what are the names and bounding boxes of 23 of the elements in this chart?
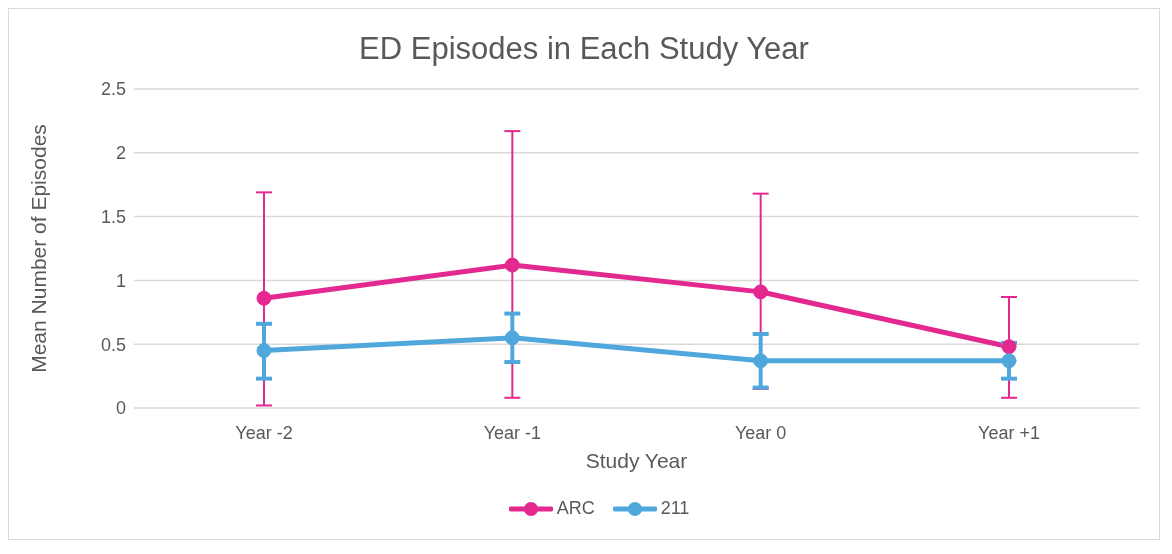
point xyxy=(504,257,520,273)
point xyxy=(1001,353,1017,369)
x-tick-label: Year -1 xyxy=(483,422,542,443)
x-axis-title: Study Year xyxy=(585,449,688,472)
y-tick-label: 2 xyxy=(115,143,126,164)
chart-title: ED Episodes in Each Study Year xyxy=(358,31,810,67)
x-tick-label: Year -2 xyxy=(235,422,293,443)
y-tick-label: 0 xyxy=(115,398,126,419)
legend-label: 211 xyxy=(660,498,690,519)
y-tick-label: 1 xyxy=(115,270,126,291)
point xyxy=(256,343,272,359)
point xyxy=(1001,339,1017,355)
point xyxy=(753,284,769,300)
x-tick-label: Year 0 xyxy=(734,422,787,443)
point xyxy=(504,330,520,346)
legend-label: ARC xyxy=(556,498,595,519)
point xyxy=(256,290,272,306)
x-tick-label: Year +1 xyxy=(978,422,1040,443)
point xyxy=(753,353,769,369)
y-axis-title: Mean Number of Episodes xyxy=(27,124,51,373)
y-tick-label: 1.5 xyxy=(100,206,126,227)
y-tick-label: 2.5 xyxy=(100,79,126,100)
y-tick-label: 0.5 xyxy=(100,334,126,355)
